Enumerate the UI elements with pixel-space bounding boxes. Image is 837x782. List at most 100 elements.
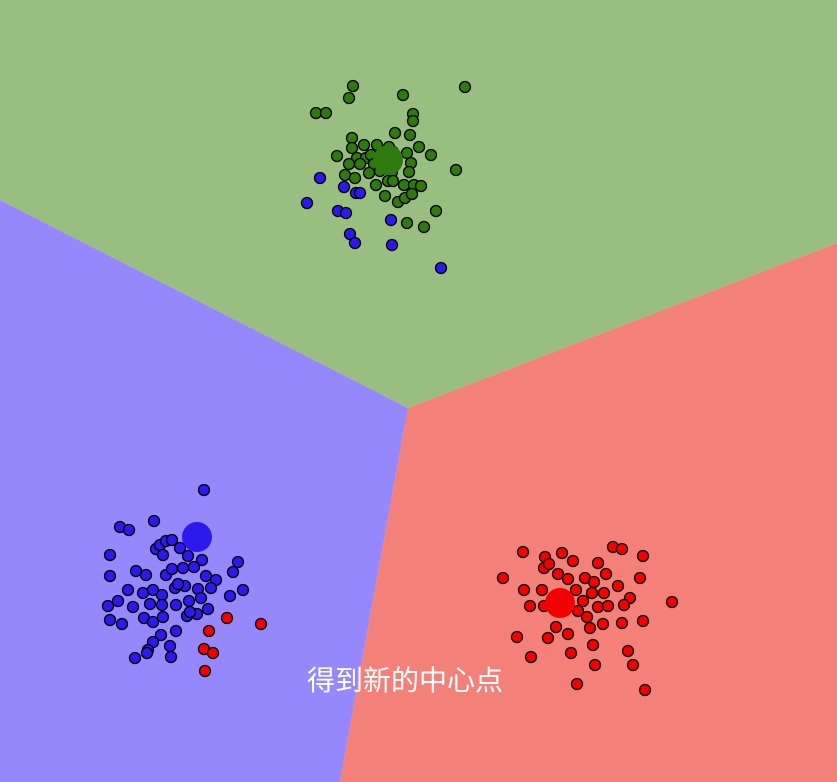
point-green: [353, 157, 367, 171]
point-red: [611, 579, 625, 593]
point-green: [319, 106, 333, 120]
point-blue: [236, 583, 250, 597]
point-green: [362, 166, 376, 180]
point-red: [617, 598, 631, 612]
point-blue: [139, 568, 153, 582]
point-blue: [165, 533, 179, 547]
point-green: [357, 138, 371, 152]
point-green: [417, 220, 431, 234]
point-blue: [169, 598, 183, 612]
point-green: [400, 146, 414, 160]
data-points: [101, 79, 679, 697]
point-red: [591, 600, 605, 614]
point-green: [396, 88, 410, 102]
point-green: [338, 168, 352, 182]
point-blue: [164, 650, 178, 664]
point-red: [254, 617, 268, 631]
point-blue: [129, 564, 143, 578]
point-green: [412, 140, 426, 154]
point-blue: [385, 238, 399, 252]
point-green: [386, 174, 400, 188]
point-blue: [197, 483, 211, 497]
point-green: [403, 128, 417, 142]
point-blue: [223, 589, 237, 603]
point-red: [510, 630, 524, 644]
point-red: [626, 658, 640, 672]
point-green: [405, 187, 419, 201]
point-blue: [171, 577, 185, 591]
point-red: [636, 614, 650, 628]
point-red: [549, 620, 563, 634]
point-red: [198, 664, 212, 678]
point-blue: [348, 236, 362, 250]
point-green: [378, 189, 392, 203]
point-blue: [176, 561, 190, 575]
point-green: [458, 80, 472, 94]
point-blue: [128, 651, 142, 665]
region-red: [340, 243, 837, 782]
point-green: [449, 163, 463, 177]
point-red: [569, 583, 583, 597]
point-red: [517, 583, 531, 597]
point-red: [524, 650, 538, 664]
point-blue: [136, 586, 150, 600]
point-blue: [384, 213, 398, 227]
point-red: [555, 546, 569, 560]
point-blue: [126, 600, 140, 614]
point-blue: [353, 186, 367, 200]
point-blue: [183, 605, 197, 619]
point-red: [220, 611, 234, 625]
cluster-centroids: [182, 145, 575, 618]
point-red: [535, 583, 549, 597]
point-blue: [199, 569, 213, 583]
point-green: [429, 204, 443, 218]
point-red: [561, 627, 575, 641]
point-green: [400, 216, 414, 230]
point-red: [615, 542, 629, 556]
point-red: [202, 624, 216, 638]
caption-text: 得到新的中心点: [307, 664, 503, 697]
point-green: [330, 149, 344, 163]
point-blue: [187, 560, 201, 574]
point-red: [596, 617, 610, 631]
point-green: [406, 114, 420, 128]
point-blue: [173, 541, 187, 555]
point-blue: [337, 180, 351, 194]
point-red: [638, 683, 652, 697]
point-red: [633, 571, 647, 585]
point-blue: [111, 594, 125, 608]
point-blue: [103, 613, 117, 627]
point-red: [585, 586, 599, 600]
point-blue: [169, 624, 183, 638]
centroid-green: [373, 145, 403, 175]
point-red: [561, 572, 575, 586]
point-blue: [140, 646, 154, 660]
point-red: [564, 646, 578, 660]
point-red: [542, 557, 556, 571]
point-red: [665, 595, 679, 609]
point-red: [523, 599, 537, 613]
point-blue: [339, 206, 353, 220]
point-blue: [182, 594, 196, 608]
point-red: [551, 567, 565, 581]
point-red: [586, 638, 600, 652]
point-red: [597, 586, 611, 600]
point-green: [345, 141, 359, 155]
point-red: [583, 621, 597, 635]
point-red: [591, 556, 605, 570]
point-green: [346, 79, 360, 93]
point-red: [570, 677, 584, 691]
point-blue: [143, 597, 157, 611]
point-blue: [103, 548, 117, 562]
point-blue: [195, 553, 209, 567]
point-red: [588, 658, 602, 672]
point-red: [615, 616, 629, 630]
point-blue: [155, 588, 169, 602]
point-blue: [226, 565, 240, 579]
point-red: [541, 631, 555, 645]
point-green: [402, 165, 416, 179]
point-blue: [101, 599, 115, 613]
point-blue: [204, 581, 218, 595]
point-blue: [155, 598, 169, 612]
